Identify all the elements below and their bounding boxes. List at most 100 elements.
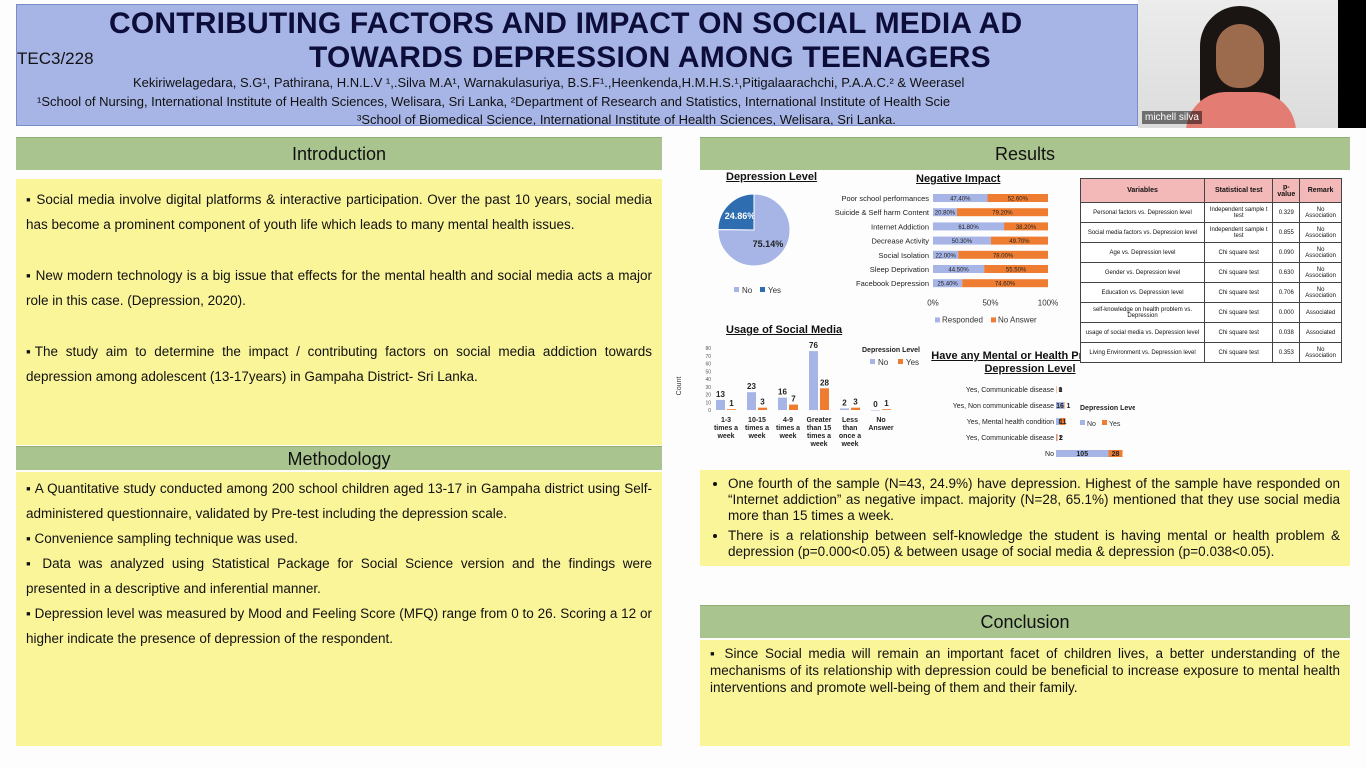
usage-bar-no — [778, 398, 787, 410]
table-cell: Chi square test — [1205, 343, 1273, 363]
intro-paragraph-2: ▪ New modern technology is a big issue t… — [26, 263, 652, 313]
neg-bar-label: 49.70% — [1009, 239, 1030, 245]
neg-axis-tick: 0% — [927, 298, 939, 307]
mental-bar-value: 2 — [1059, 435, 1063, 442]
usage-legend-yes-swatch — [898, 359, 903, 364]
usage-y-tick: 70 — [705, 354, 711, 360]
usage-bar-no — [809, 351, 818, 410]
neg-bar-label: 74.60% — [995, 282, 1016, 288]
usage-y-tick: 0 — [708, 408, 711, 414]
table-cell: No Association — [1300, 283, 1342, 303]
neg-category-label: Sleep Deprivation — [870, 265, 929, 274]
table-cell: Independent sample t test — [1205, 203, 1273, 223]
table-cell: Gender vs. Depression level — [1081, 263, 1205, 283]
mental-category-label: Yes, Communicable disease — [966, 435, 1054, 442]
mental-category-label: No — [1045, 451, 1054, 458]
table-cell: Education vs. Depression level — [1081, 283, 1205, 303]
conclusion-text: ▪ Since Social media will remain an impo… — [710, 645, 1340, 696]
introduction-heading: Introduction — [16, 137, 662, 170]
table-cell: Independent sample t test — [1205, 223, 1273, 243]
participant-name: michell silva — [1142, 111, 1202, 124]
table-cell: No Association — [1300, 343, 1342, 363]
usage-bar-yes — [851, 408, 860, 410]
method-item-1: ▪ A Quantitative study conducted among 2… — [26, 476, 652, 526]
usage-y-tick: 10 — [705, 400, 711, 406]
screen: CONTRIBUTING FACTORS AND IMPACT ON SOCIA… — [0, 0, 1366, 768]
table-cell: Age vs. Depression level — [1081, 243, 1205, 263]
neg-category-label: Decrease Activity — [871, 237, 929, 246]
usage-category-label: than 15 — [807, 425, 832, 432]
table-row: Gender vs. Depression level Chi square te… — [1081, 263, 1342, 283]
neg-bar-label: 20.80% — [935, 211, 956, 217]
mental-category-label: Yes, Communicable disease — [966, 387, 1054, 394]
neg-bar-label: 44.50% — [948, 268, 969, 274]
usage-y-tick: 50 — [705, 369, 711, 375]
results-bullet-2: There is a relationship between self-kno… — [728, 528, 1340, 560]
usage-bar-value: 3 — [760, 398, 765, 407]
mental-legend-yes: Yes — [1109, 421, 1121, 428]
usage-bar-value: 28 — [820, 378, 829, 387]
table-cell: self-knowledge on health problem vs. Dep… — [1081, 303, 1205, 323]
usage-bar-yes — [789, 405, 798, 410]
neg-legend-responded-swatch — [935, 317, 940, 322]
depression-level-chart-title: Depression Level — [726, 171, 817, 183]
mental-bar-yes — [1056, 386, 1057, 393]
neg-bar-label: 79.20% — [992, 211, 1013, 217]
mental-category-label: Yes, Non communicable disease — [953, 403, 1054, 410]
usage-y-tick: 40 — [705, 377, 711, 383]
table-cell: Chi square test — [1205, 323, 1273, 343]
usage-bar-no — [871, 410, 880, 411]
usage-category-label: Less — [842, 417, 858, 424]
usage-category-label: week — [747, 433, 765, 440]
table-cell: No Association — [1300, 243, 1342, 263]
table-cell: 0.090 — [1273, 243, 1300, 263]
participant-face — [1216, 24, 1264, 88]
usage-legend-title: Depression Level — [862, 347, 920, 354]
usage-bar-value: 1 — [729, 399, 734, 408]
mental-legend-yes-swatch — [1102, 420, 1107, 425]
affiliation-line1: ¹School of Nursing, International Instit… — [37, 94, 950, 109]
association-table-head: Variables Statistical test p-value Remar… — [1081, 179, 1342, 203]
mental-bar-no — [1056, 434, 1057, 441]
usage-legend-no: No — [878, 358, 889, 367]
table-cell: Chi square test — [1205, 263, 1273, 283]
table-row: Education vs. Depression level Chi square… — [1081, 283, 1342, 303]
results-summary-box: One fourth of the sample (N=43, 24.9%) h… — [700, 470, 1350, 566]
mental-bar-value: 1 — [1067, 403, 1071, 410]
table-header-variables: Variables — [1081, 179, 1205, 203]
neg-category-label: Suicide & Self harm Content — [835, 208, 930, 217]
mental-bar-yes — [1064, 402, 1065, 409]
poster-header: CONTRIBUTING FACTORS AND IMPACT ON SOCIA… — [16, 4, 1138, 126]
usage-bar-no — [747, 392, 756, 410]
usage-y-tick: 80 — [705, 346, 711, 352]
mental-legend-no-swatch — [1080, 420, 1085, 425]
methodology-box: ▪ A Quantitative study conducted among 2… — [16, 472, 662, 746]
neg-bar-label: 38.20% — [1016, 225, 1037, 231]
usage-bar-yes — [758, 408, 767, 410]
pie-legend-no: No — [742, 286, 753, 295]
usage-y-tick: 20 — [705, 393, 711, 399]
usage-category-label: week — [716, 433, 734, 440]
method-item-2: ▪ Convenience sampling technique was use… — [26, 526, 652, 551]
table-cell: 0.038 — [1273, 323, 1300, 343]
neg-bar-label: 25.40% — [937, 282, 958, 288]
mental-bar-value: 28 — [1112, 451, 1120, 458]
usage-bar-value: 2 — [842, 398, 847, 407]
usage-legend-yes: Yes — [906, 358, 919, 367]
usage-category-label: week — [809, 441, 827, 448]
table-cell: Personal factors vs. Depression level — [1081, 203, 1205, 223]
webcam-tile[interactable]: michell silva — [1138, 0, 1338, 128]
usage-bar-yes — [820, 388, 829, 410]
table-header-pvalue: p-value — [1273, 179, 1300, 203]
usage-bar-value: 1 — [884, 399, 889, 408]
poster-code: TEC3/228 — [17, 49, 94, 69]
usage-bar-yes — [727, 409, 736, 410]
mental-category-label: Yes, Mental health condition — [967, 419, 1054, 426]
usage-category-label: 1-3 — [721, 417, 731, 424]
usage-category-label: times a — [776, 425, 800, 432]
usage-y-tick: 30 — [705, 385, 711, 391]
poster-title-line1: CONTRIBUTING FACTORS AND IMPACT ON SOCIA… — [109, 7, 1022, 41]
results-bullet-1: One fourth of the sample (N=43, 24.9%) h… — [728, 476, 1340, 524]
table-cell: 0.329 — [1273, 203, 1300, 223]
conclusion-box: ▪ Since Social media will remain an impo… — [700, 640, 1350, 746]
